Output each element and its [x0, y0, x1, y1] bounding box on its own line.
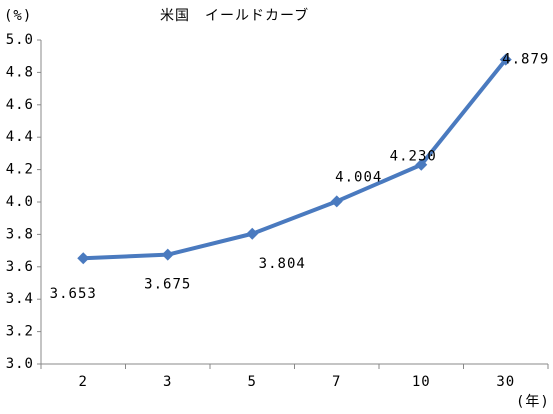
x-tick-label: 30	[496, 374, 515, 390]
y-tick-label: 4.0	[6, 194, 34, 210]
data-label: 4.230	[390, 149, 437, 165]
x-tick-label: 2	[79, 374, 88, 390]
y-tick-label: 4.8	[6, 64, 34, 80]
marker	[77, 252, 90, 265]
y-tick-label: 4.6	[6, 97, 34, 113]
x-tick-label: 5	[248, 374, 257, 390]
y-tick-label: 3.2	[6, 324, 34, 340]
chart-title: 米国 イールドカーブ	[160, 7, 309, 24]
y-tick-label: 3.0	[6, 356, 34, 372]
data-label: 3.675	[144, 277, 191, 293]
y-tick-label: 4.2	[6, 162, 34, 178]
marker	[415, 158, 428, 171]
data-label: 3.653	[50, 286, 97, 302]
y-tick-label: 3.4	[6, 291, 34, 307]
marker	[246, 227, 259, 240]
marker	[499, 53, 512, 66]
y-axis-label: (%)	[4, 8, 32, 24]
data-label: 3.804	[259, 256, 306, 272]
y-tick-label: 3.8	[6, 226, 34, 242]
line	[83, 58, 508, 261]
x-tick-label: 10	[412, 374, 431, 390]
x-tick-label: 3	[163, 374, 172, 390]
x-axis-label: (年)	[516, 394, 550, 410]
marker	[330, 195, 343, 208]
y-tick-label: 4.4	[6, 129, 34, 145]
data-label: 4.004	[335, 169, 382, 185]
x-tick-label: 7	[332, 374, 341, 390]
y-tick-label: 5.0	[6, 32, 34, 48]
y-tick-label: 3.6	[6, 259, 34, 275]
marker	[161, 248, 174, 261]
data-label: 4.879	[502, 52, 549, 68]
